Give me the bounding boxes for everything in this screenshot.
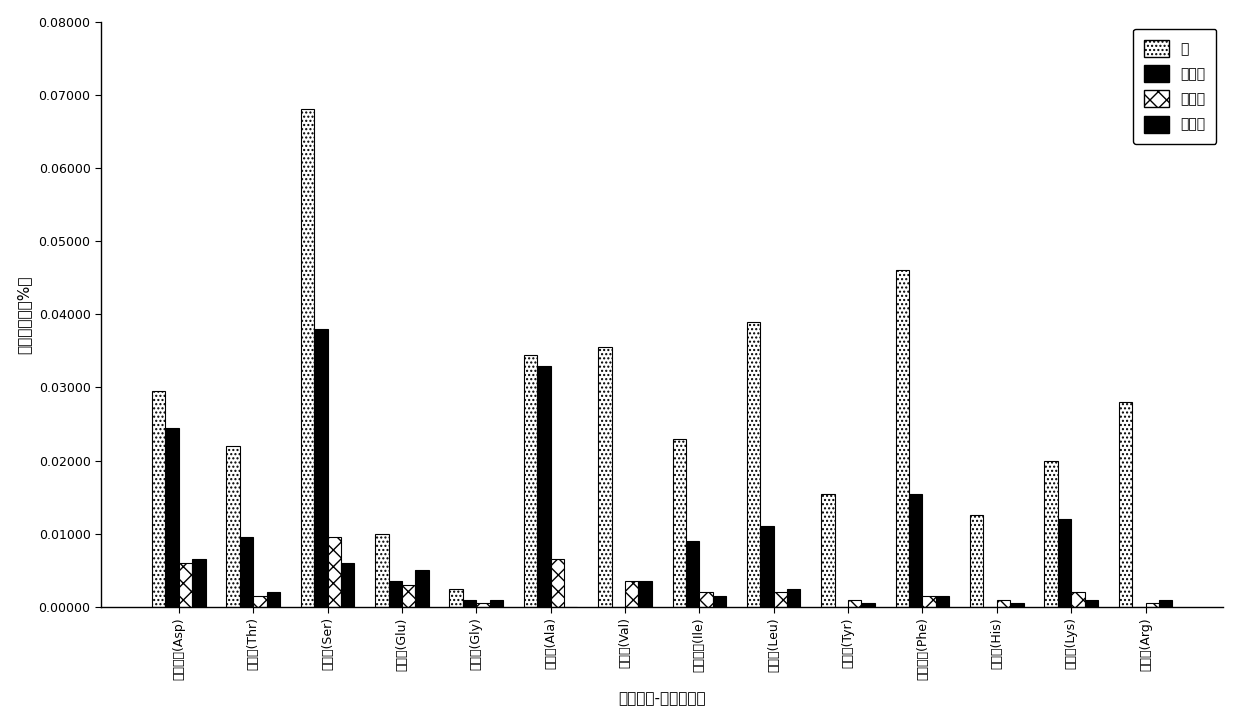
Bar xyxy=(376,534,388,607)
Bar xyxy=(1044,461,1058,607)
Bar xyxy=(639,581,652,607)
Bar xyxy=(1071,592,1085,607)
Bar xyxy=(672,439,686,607)
Bar xyxy=(862,603,875,607)
Bar xyxy=(909,494,923,607)
Bar xyxy=(153,391,165,607)
Bar xyxy=(314,329,327,607)
Bar xyxy=(1159,599,1172,607)
Bar xyxy=(625,581,639,607)
Bar xyxy=(1058,519,1071,607)
Bar xyxy=(787,589,801,607)
Bar xyxy=(192,560,206,607)
Bar xyxy=(551,560,564,607)
Bar xyxy=(267,592,280,607)
Bar xyxy=(598,347,611,607)
Y-axis label: 氨基酸含量（%）: 氨基酸含量（%） xyxy=(16,275,32,354)
Bar xyxy=(1146,603,1159,607)
Bar xyxy=(746,322,760,607)
Bar xyxy=(227,446,239,607)
Bar xyxy=(239,537,253,607)
Bar xyxy=(848,599,862,607)
Bar xyxy=(1118,402,1132,607)
Bar xyxy=(179,563,192,607)
Bar xyxy=(301,109,314,607)
Bar xyxy=(1085,599,1097,607)
Bar xyxy=(415,570,429,607)
Bar xyxy=(476,603,490,607)
Bar xyxy=(970,515,983,607)
Bar xyxy=(388,581,402,607)
Bar xyxy=(936,596,950,607)
Bar xyxy=(686,541,699,607)
Bar xyxy=(760,526,774,607)
Bar xyxy=(449,589,463,607)
Bar xyxy=(463,599,476,607)
Bar xyxy=(1011,603,1023,607)
Bar xyxy=(327,537,341,607)
Bar xyxy=(713,596,727,607)
Bar xyxy=(774,592,787,607)
Bar xyxy=(699,592,713,607)
Bar xyxy=(253,596,267,607)
Bar xyxy=(923,596,936,607)
Bar xyxy=(402,585,415,607)
Bar xyxy=(537,366,551,607)
Bar xyxy=(341,563,355,607)
Legend: 叶, 茎上部, 茎中部, 茎下部: 叶, 茎上部, 茎中部, 茎下部 xyxy=(1133,29,1216,144)
Bar xyxy=(821,494,835,607)
Bar xyxy=(490,599,503,607)
Bar xyxy=(895,270,909,607)
Bar xyxy=(165,428,179,607)
Bar xyxy=(523,354,537,607)
Bar xyxy=(997,599,1011,607)
X-axis label: 细胞内液-游离氨基酸: 细胞内液-游离氨基酸 xyxy=(619,691,706,706)
